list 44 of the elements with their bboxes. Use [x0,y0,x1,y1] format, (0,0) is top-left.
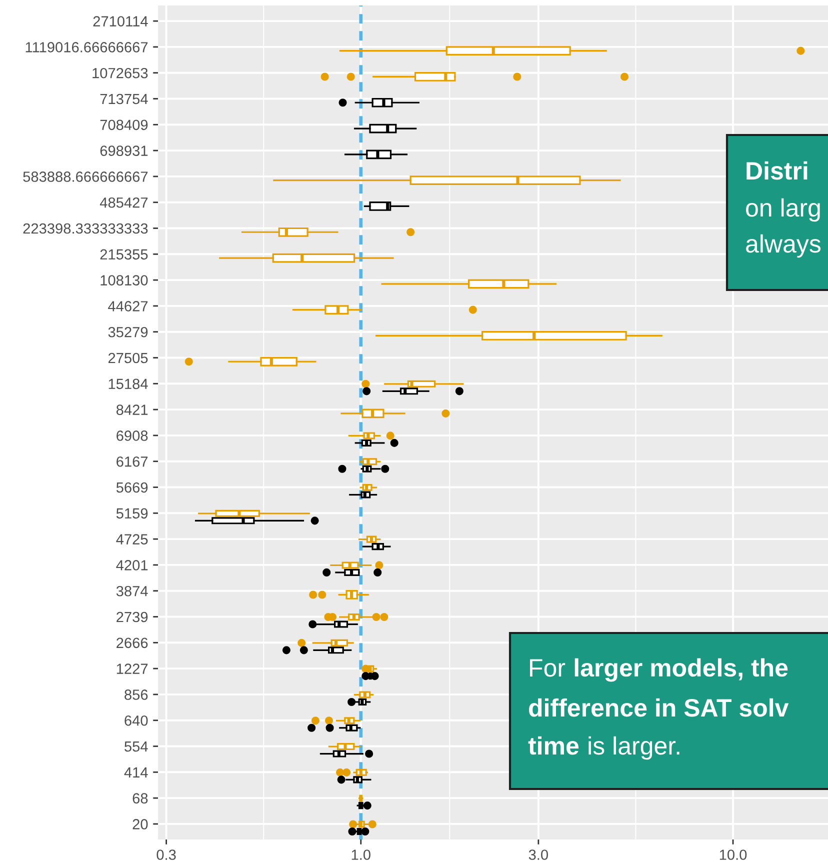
y-tick-label: 3874 [116,586,148,596]
y-tick-label: 713754 [100,94,148,104]
y-tick-label: 20 [132,819,148,830]
y-tick-label: 215355 [100,249,148,260]
y-tick-label: 4201 [116,560,148,570]
annotation: difference in SAT solv [529,698,789,717]
y-tick-label: 5159 [116,508,148,519]
y-tick-label: 35279 [108,326,148,338]
x-tick-label: 1.0 [352,850,370,860]
x-tick-label: 3.0 [528,850,548,860]
x-tick-label: 0.3 [156,850,176,860]
y-tick-label: 698931 [100,146,148,156]
y-tick-label: 856 [124,690,148,700]
y-tick-label: 2739 [116,612,148,622]
y-tick-label: 485427 [100,197,148,208]
y-tick-label: 15184 [108,378,148,390]
annotation: always [746,234,821,258]
annotation: on larg [746,198,820,222]
annotation: Distri [746,161,808,180]
y-tick-label: 27505 [108,352,148,364]
y-tick-label: 640 [124,715,148,726]
y-tick-label: 1072653 [92,68,148,78]
y-tick-label: 1119016.66666667 [26,42,148,52]
y-tick-label: 6167 [116,456,148,467]
y-tick-label: 2666 [116,638,148,648]
y-tick-label: 554 [124,742,148,752]
y-tick-label: 4725 [116,534,148,544]
y-tick-label: 223398.333333333 [23,223,148,234]
y-tick-label: 583888.666666667 [23,172,148,182]
y-tick-label: 68 [132,793,148,804]
annotation: larger models, the [574,658,788,682]
y-tick-label: 44627 [108,301,148,312]
x-tick-label: 10.0 [720,850,747,860]
annotation: For [530,659,566,677]
y-tick-label: 108130 [100,275,148,286]
annotation: time [528,736,579,755]
y-tick-label: 5669 [116,482,148,493]
y-tick-label: 2710114 [93,16,148,26]
y-tick-label: 6908 [116,430,148,441]
annotation: is larger. [588,736,680,760]
y-tick-label: 414 [124,767,148,778]
y-tick-label: 8421 [116,404,148,415]
y-tick-label: 1227 [116,664,148,674]
y-tick-label: 708409 [100,120,148,130]
